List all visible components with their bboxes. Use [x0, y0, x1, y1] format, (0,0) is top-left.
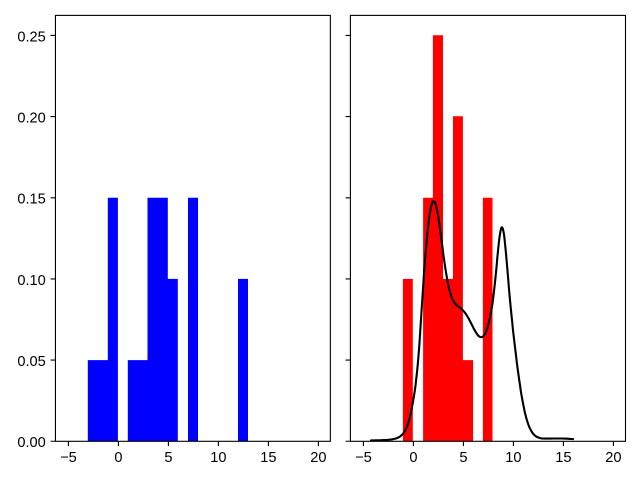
svg-text:−5: −5 [60, 450, 77, 466]
svg-text:0.05: 0.05 [17, 354, 45, 370]
svg-text:10: 10 [505, 450, 521, 466]
svg-text:15: 15 [555, 450, 571, 466]
svg-text:20: 20 [310, 450, 326, 466]
svg-text:5: 5 [164, 450, 172, 466]
svg-text:15: 15 [260, 450, 276, 466]
svg-text:20: 20 [605, 450, 621, 466]
svg-text:0: 0 [409, 450, 417, 466]
svg-text:0.00: 0.00 [17, 435, 45, 451]
svg-text:0.20: 0.20 [17, 111, 45, 127]
svg-text:−5: −5 [355, 450, 372, 466]
svg-text:10: 10 [210, 450, 226, 466]
svg-text:5: 5 [459, 450, 467, 466]
svg-text:0.15: 0.15 [17, 192, 45, 208]
svg-text:0.10: 0.10 [17, 273, 45, 289]
svg-text:0: 0 [114, 450, 122, 466]
svg-text:0.25: 0.25 [17, 29, 45, 45]
